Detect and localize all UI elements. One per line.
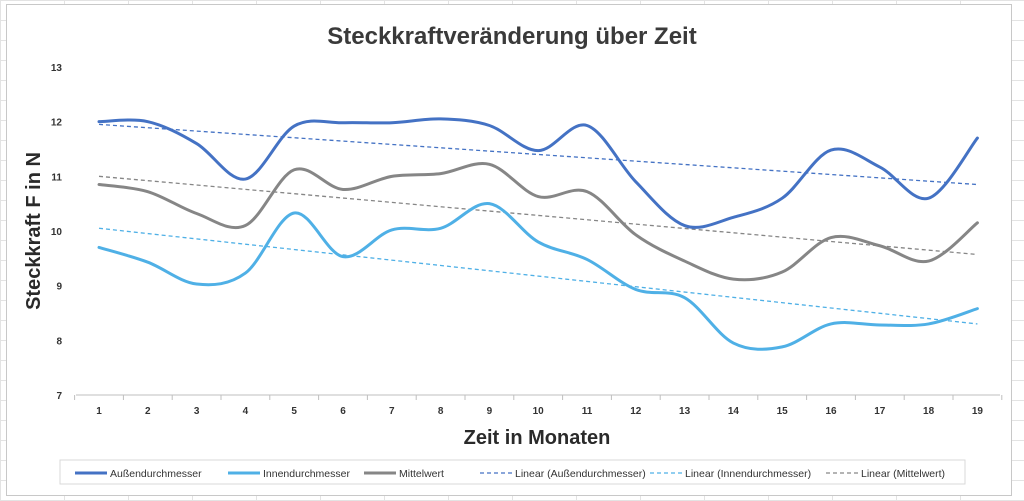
x-tick-label: 8 (438, 406, 444, 417)
series-line-mittelwert (97, 162, 979, 282)
x-tick-label: 9 (487, 406, 493, 417)
x-tick-label: 13 (679, 406, 691, 417)
legend: Außendurchmesser Innendurchmesser Mittelwe… (75, 468, 945, 480)
legend-label: Linear (Innendurchmesser) (685, 468, 811, 480)
x-tick-label: 4 (243, 406, 249, 417)
y-tick-label: 12 (51, 118, 63, 129)
x-tick-label: 17 (874, 406, 886, 417)
y-tick-label: 9 (56, 282, 62, 293)
legend-label: Mittelwert (399, 468, 444, 480)
trendline-linear-innendurchmesser (98, 227, 978, 325)
x-tick-label: 14 (728, 406, 740, 417)
x-tick-label: 1 (96, 406, 102, 417)
y-tick-labels: 7 8 9 10 11 12 13 (51, 63, 63, 402)
x-tick-label: 18 (923, 406, 935, 417)
y-tick-label: 7 (56, 391, 62, 402)
legend-label: Außendurchmesser (110, 468, 202, 480)
legend-box (59, 459, 966, 485)
chart-title: Steckkraftveränderung über Zeit (327, 23, 696, 50)
y-axis-title: Steckkraft F in N (23, 152, 45, 310)
x-tick-labels: 1 2 3 4 5 6 7 8 9 10 11 12 13 14 15 16 17 18 19 (96, 406, 983, 417)
y-tick-label: 10 (51, 227, 63, 238)
x-tick-label: 5 (291, 406, 297, 417)
legend-label: Innendurchmesser (263, 468, 350, 480)
legend-label: Linear (Außendurchmesser) (515, 468, 646, 480)
x-tick-label: 3 (194, 406, 200, 417)
x-tick-label: 16 (825, 406, 837, 417)
y-tick-label: 13 (51, 63, 63, 74)
legend-label: Linear (Mittelwert) (861, 468, 945, 480)
y-tick-label: 8 (56, 336, 62, 347)
x-tick-label: 15 (777, 406, 789, 417)
chart-frame[interactable] (6, 4, 1012, 496)
x-tick-label: 12 (630, 406, 642, 417)
series-layer (97, 117, 979, 351)
x-tick-label: 2 (145, 406, 151, 417)
x-tick-label: 7 (389, 406, 395, 417)
x-tick-label: 10 (533, 406, 545, 417)
y-tick-label: 11 (51, 172, 62, 183)
x-tick-label: 11 (582, 406, 593, 417)
x-tick-marks (74, 395, 1003, 400)
x-axis-title: Zeit in Monaten (464, 427, 611, 449)
x-tick-label: 19 (972, 406, 984, 417)
series-line-außendurchmesser (97, 117, 979, 229)
series-line-innendurchmesser (97, 202, 979, 351)
x-tick-label: 6 (340, 406, 346, 417)
